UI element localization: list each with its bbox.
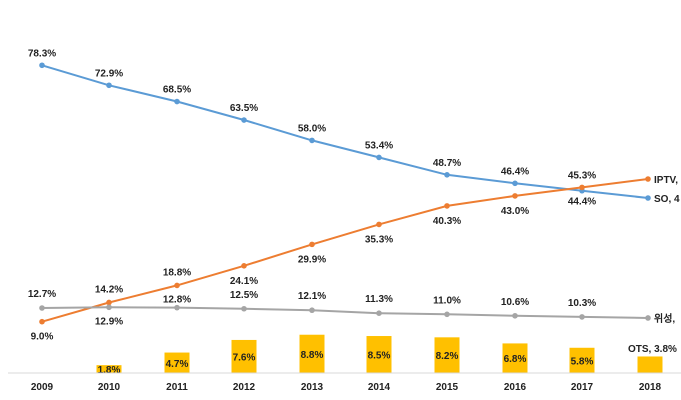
bar-label-2015: 8.2% [436, 351, 459, 362]
point-iptv-2012 [241, 263, 247, 269]
point-so-2016 [512, 180, 518, 187]
label-satellite-2012: 12.5% [230, 290, 258, 301]
point-satellite-end [645, 315, 651, 321]
point-satellite-2011 [174, 304, 180, 311]
point-so-2010 [106, 82, 112, 89]
x-axis: 2009 2010 2011 2012 2013 2014 2015 2016 2017 2018 [8, 372, 681, 393]
label-so-2015: 48.7% [433, 158, 461, 169]
point-iptv-2013 [309, 241, 315, 248]
label-iptv-2012: 24.1% [230, 276, 258, 287]
point-iptv-2016 [512, 193, 518, 199]
label-iptv-2009: 9.0% [31, 332, 54, 343]
point-satellite-2009 [39, 305, 45, 311]
point-so-2012 [241, 117, 247, 123]
point-satellite-2015 [444, 311, 450, 318]
label-so-2012: 63.5% [230, 103, 258, 114]
bar-ots-2013 [299, 334, 325, 373]
point-so-2013 [309, 137, 315, 144]
label-satellite-2016: 10.6% [501, 297, 529, 308]
x-tick-2013: 2013 [301, 382, 324, 393]
bars-layer [96, 334, 663, 373]
point-so-2015 [444, 172, 450, 178]
point-iptv-2014 [376, 221, 382, 228]
bar-ots-2014 [366, 336, 392, 373]
label-so-2016: 46.4% [501, 166, 529, 177]
bar-ots-2016 [502, 343, 528, 373]
x-tick-2012: 2012 [233, 382, 256, 393]
bar-label-2014: 8.5% [368, 351, 391, 362]
label-iptv-2013: 29.9% [298, 254, 326, 265]
label-satellite-2015: 11.0% [433, 295, 461, 306]
bar-label-2011: 4.7% [166, 359, 189, 370]
point-satellite-2016 [512, 312, 518, 319]
series-name-iptv: IPTV, 4 [654, 175, 681, 186]
point-iptv-2011 [174, 282, 180, 289]
label-so-2013: 58.0% [298, 123, 326, 134]
series-names: SO, 4 IPTV, 4 위성, OTS, 3.8% [628, 175, 681, 355]
x-tick-2014: 2014 [368, 382, 391, 393]
x-tick-2015: 2015 [436, 382, 459, 393]
bar-label-2010: 1.8% [98, 365, 121, 376]
label-so-2017: 44.4% [568, 197, 596, 208]
point-satellite-2017 [579, 314, 585, 320]
point-iptv-2010 [106, 299, 112, 306]
line-so [41, 64, 649, 199]
label-so-2011: 68.5% [163, 85, 191, 96]
point-so-end [645, 195, 651, 201]
lines-layer [39, 62, 651, 325]
x-tick-2010: 2010 [98, 382, 121, 393]
series-name-satellite: 위성, [654, 312, 675, 325]
label-so-2010: 72.9% [95, 68, 123, 79]
point-iptv-end [645, 176, 651, 182]
line-satellite [41, 306, 649, 319]
label-iptv-2017: 45.3% [568, 170, 596, 181]
point-so-2011 [174, 98, 180, 105]
point-satellite-2013 [309, 307, 315, 314]
label-iptv-2016: 43.0% [501, 206, 529, 217]
label-so-2009: 78.3% [28, 48, 56, 59]
bar-ots-2011 [164, 352, 190, 373]
x-tick-2018: 2018 [639, 382, 662, 393]
point-satellite-2014 [376, 310, 382, 316]
point-so-2009 [39, 62, 45, 69]
label-satellite-2011: 12.8% [163, 295, 191, 306]
x-tick-2011: 2011 [166, 382, 188, 393]
bar-ots-2017 [569, 347, 595, 373]
label-iptv-2014: 35.3% [365, 234, 393, 245]
x-tick-2017: 2017 [571, 382, 594, 393]
point-satellite-2010 [106, 304, 112, 311]
point-iptv-2015 [444, 203, 450, 209]
point-iptv-2009 [39, 318, 45, 325]
bar-label-2012: 7.6% [233, 352, 256, 363]
label-satellite-2013: 12.1% [298, 291, 326, 302]
label-satellite-2017: 10.3% [568, 298, 596, 309]
line-iptv [41, 178, 649, 323]
label-iptv-2015: 40.3% [433, 216, 461, 227]
label-iptv-2011: 18.8% [163, 267, 191, 278]
label-satellite-2014: 11.3% [365, 294, 393, 305]
label-iptv-2010: 14.2% [95, 284, 123, 295]
bar-ots-2012 [231, 339, 257, 373]
point-so-2014 [376, 154, 382, 161]
bar-label-2016: 6.8% [504, 354, 527, 365]
bar-label-2017: 5.8% [571, 356, 594, 367]
point-satellite-2012 [241, 305, 247, 312]
bar-ots-2015 [434, 337, 460, 373]
label-so-2014: 53.4% [365, 140, 393, 151]
bar-label-2013: 8.8% [301, 350, 324, 361]
series-name-ots: OTS, 3.8% [628, 344, 677, 355]
x-tick-2016: 2016 [504, 382, 527, 393]
label-satellite-2010: 12.9% [95, 316, 123, 327]
bar-ots-2010 [96, 365, 122, 373]
label-satellite-2009: 12.7% [28, 289, 56, 300]
x-tick-2009: 2009 [31, 382, 54, 393]
series-name-so: SO, 4 [654, 194, 680, 205]
labels-layer: 1.8% 4.7% 7.6% 8.8% 8.5% 8.2% 6.8% 5.8% 78.3% 72.… [28, 48, 596, 376]
bar-ots-2018 [637, 356, 663, 373]
point-iptv-2017 [579, 184, 585, 191]
